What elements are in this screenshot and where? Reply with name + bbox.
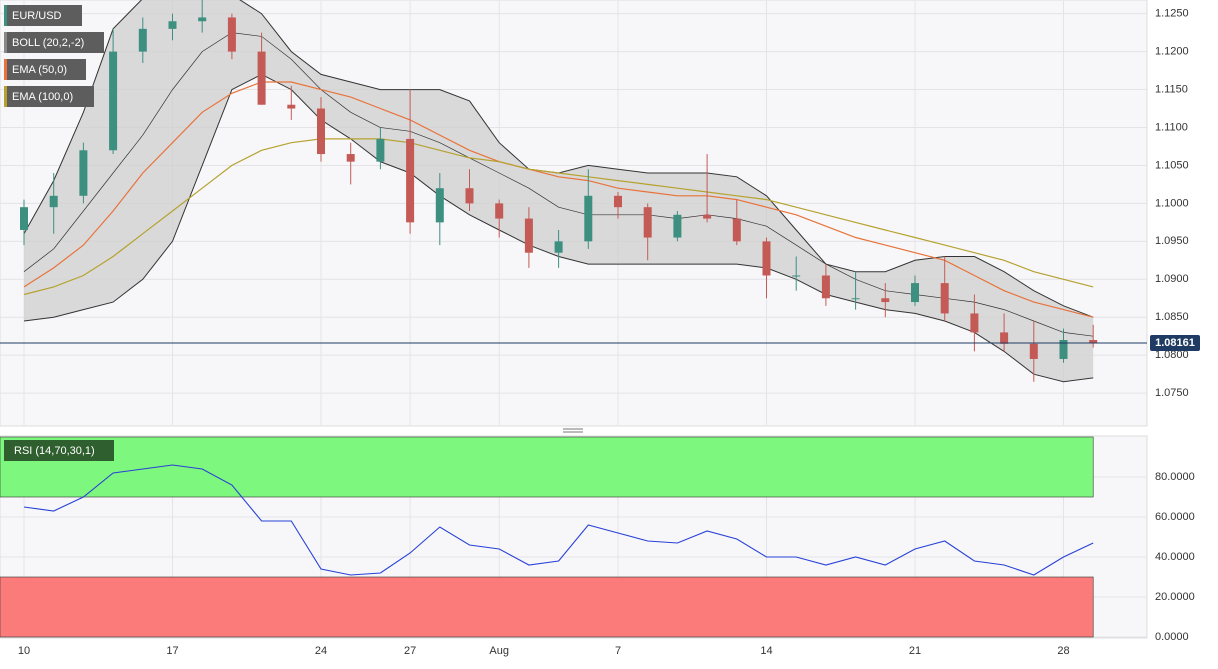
- x-tick-label: 14: [760, 645, 772, 657]
- legend-label: EUR/USD: [12, 10, 62, 22]
- last-price-box: [1150, 334, 1200, 351]
- x-tick-label: 28: [1057, 645, 1069, 657]
- legend-swatch: [4, 5, 7, 26]
- candle-body: [287, 104, 296, 109]
- legend-swatch: [4, 32, 7, 53]
- x-tick-label: 10: [18, 645, 30, 657]
- ema-line: [23, 138, 1094, 296]
- candle-body: [762, 241, 771, 276]
- candle-body: [524, 218, 533, 253]
- legend-box: [4, 86, 94, 107]
- x-tick-label: Aug: [489, 645, 509, 657]
- candle-body: [465, 188, 474, 204]
- x-tick-label: 24: [315, 645, 327, 657]
- legend-label: EMA (50,0): [12, 64, 67, 76]
- legend-label: BOLL (20,2,-2): [12, 37, 84, 49]
- candle-body: [20, 207, 28, 230]
- x-tick-label: 27: [404, 645, 416, 657]
- candle-body: [495, 203, 504, 219]
- candle-body: [1089, 340, 1098, 344]
- candle-body: [79, 150, 88, 196]
- y-tick-label: 60.0000: [1155, 511, 1195, 523]
- y-tick-label: 1.1050: [1155, 159, 1189, 171]
- overbought-zone: [0, 436, 1094, 498]
- y-tick-label: 1.1100: [1155, 121, 1188, 133]
- y-tick-label: 1.0950: [1155, 235, 1189, 247]
- candle-body: [970, 313, 979, 333]
- candle-body: [346, 154, 355, 162]
- candle-body: [851, 298, 860, 300]
- candle-body: [1029, 343, 1038, 359]
- candle-body: [257, 51, 266, 105]
- legend-box: [4, 32, 104, 53]
- y-tick-label: 1.0900: [1155, 273, 1189, 285]
- y-tick-label: 40.0000: [1155, 551, 1195, 563]
- legend-box: [4, 440, 114, 461]
- legend-label: RSI (14,70,30,1): [14, 445, 95, 457]
- candle-body: [49, 195, 58, 208]
- candle-body: [673, 214, 682, 238]
- y-tick-label: 1.1250: [1155, 8, 1189, 20]
- candle-body: [376, 138, 385, 162]
- y-tick-label: 1.0750: [1155, 387, 1189, 399]
- candle-body: [940, 283, 949, 314]
- legend-swatch: [4, 59, 7, 80]
- candle-body: [435, 188, 444, 223]
- oversold-zone: [0, 576, 1094, 638]
- candle-body: [317, 108, 325, 155]
- candle-body: [703, 214, 712, 219]
- legend-label: EMA (100,0): [12, 91, 73, 103]
- candle-body: [1000, 332, 1009, 344]
- legend-box: [4, 59, 86, 80]
- legend-box: [4, 5, 82, 26]
- y-tick-label: 20.0000: [1155, 591, 1195, 603]
- x-tick-label: 17: [166, 645, 178, 657]
- candle-body: [406, 138, 415, 223]
- y-tick-label: 1.1000: [1155, 197, 1189, 209]
- x-tick-label: 21: [909, 645, 921, 657]
- candle-body: [1059, 340, 1068, 359]
- y-tick-label: 80.0000: [1155, 471, 1195, 483]
- last-price-label: 1.08161: [1155, 337, 1195, 349]
- candle-body: [614, 195, 622, 208]
- y-tick-label: 1.0850: [1155, 311, 1189, 323]
- ema-line: [23, 81, 1094, 318]
- candle-body: [821, 275, 830, 299]
- legend-swatch: [4, 86, 7, 107]
- pane-splitter[interactable]: [563, 428, 583, 433]
- y-tick-label: 1.1150: [1155, 83, 1188, 95]
- candle-body: [584, 195, 593, 242]
- y-tick-label: 1.1200: [1155, 46, 1189, 58]
- candle-body: [227, 17, 236, 52]
- candle-body: [792, 275, 801, 277]
- candle-body: [198, 17, 207, 22]
- candle-body: [732, 218, 741, 242]
- candle-body: [554, 241, 563, 253]
- candle-body: [881, 298, 890, 303]
- candle-body: [643, 207, 652, 238]
- candle-body: [168, 21, 177, 29]
- x-tick-label: 7: [615, 645, 621, 657]
- rsi-line: [23, 464, 1094, 576]
- y-tick-label: 0.0000: [1155, 631, 1189, 643]
- candle-body: [138, 28, 147, 52]
- candle-body: [911, 283, 919, 303]
- y-tick-label: 1.0800: [1155, 349, 1189, 361]
- candle-body: [109, 51, 118, 151]
